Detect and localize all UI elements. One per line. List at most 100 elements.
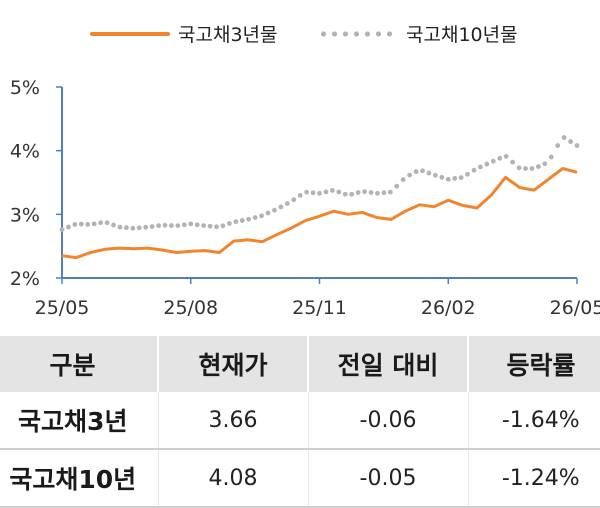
- legend-label-series1: 국고채3년물: [178, 24, 278, 46]
- data-point-10y: [149, 224, 155, 229]
- legend-item-series1: 국고채3년물: [90, 20, 278, 47]
- data-point-10y: [387, 189, 393, 195]
- data-point-10y: [336, 189, 342, 195]
- x-axis: 25/05 25/08 25/11 26/02 26/05: [35, 277, 600, 319]
- data-point-10y: [156, 223, 161, 229]
- data-point-10y: [523, 166, 528, 171]
- data-point-10y: [169, 223, 174, 228]
- data-point-10y: [516, 165, 522, 171]
- row-change-rate: -1.64%: [468, 392, 600, 450]
- data-point-10y: [510, 159, 516, 165]
- y-axis: 5% 4% 3% 2%: [10, 77, 63, 290]
- chart-legend: 국고채3년물 국고채10년물: [0, 14, 600, 54]
- data-point-10y: [233, 219, 239, 224]
- data-point-10y: [342, 191, 348, 197]
- data-point-10y: [574, 143, 580, 148]
- data-point-10y: [548, 154, 554, 160]
- x-tick-label: 25/08: [163, 297, 218, 319]
- chart-series: [59, 135, 580, 260]
- data-point-10y: [413, 169, 419, 175]
- table-header-rate: 등락률: [468, 336, 600, 392]
- data-point-10y: [471, 167, 477, 173]
- data-point-10y: [458, 175, 464, 180]
- data-point-10y: [188, 221, 194, 227]
- data-point-10y: [394, 183, 400, 189]
- data-point-10y: [432, 172, 438, 178]
- data-point-10y: [220, 223, 226, 229]
- data-point-10y: [375, 190, 380, 196]
- table-header-change: 전일 대비: [308, 336, 469, 392]
- data-point-10y: [490, 158, 496, 164]
- series-10y: [59, 135, 580, 233]
- data-point-10y: [568, 139, 573, 144]
- y-tick-label: 3%: [10, 204, 40, 226]
- data-point-10y: [143, 224, 149, 230]
- data-point-10y: [503, 153, 509, 159]
- data-point-10y: [85, 221, 91, 227]
- data-point-10y: [478, 164, 483, 170]
- data-point-10y: [310, 190, 316, 196]
- data-point-10y: [239, 218, 245, 223]
- data-point-10y: [214, 224, 219, 230]
- data-point-10y: [136, 225, 142, 231]
- data-point-10y: [368, 190, 374, 195]
- data-point-10y: [497, 155, 503, 161]
- data-point-10y: [104, 220, 110, 226]
- y-tick-label: 5%: [10, 77, 40, 99]
- data-point-10y: [439, 174, 445, 180]
- data-point-10y: [465, 171, 470, 177]
- data-point-10y: [297, 192, 303, 198]
- table-row: 국고채3년 3.66 -0.06 -1.64%: [0, 392, 600, 450]
- data-point-10y: [278, 204, 284, 210]
- data-point-10y: [420, 168, 425, 174]
- data-point-10y: [207, 223, 213, 229]
- table-header-current: 현재가: [158, 336, 309, 392]
- data-point-10y: [284, 201, 290, 206]
- data-point-10y: [162, 222, 168, 228]
- data-point-10y: [59, 227, 65, 233]
- table-row: 국고채10년 4.08 -0.05 -1.24%: [0, 449, 600, 508]
- data-point-10y: [123, 225, 129, 231]
- data-point-10y: [317, 190, 322, 196]
- data-point-10y: [323, 189, 329, 195]
- legend-label-series2: 국고채10년물: [406, 24, 518, 46]
- data-point-10y: [400, 177, 406, 183]
- data-point-10y: [226, 221, 232, 226]
- data-point-10y: [265, 210, 271, 216]
- data-point-10y: [445, 176, 451, 182]
- series-line-3y: [61, 167, 578, 260]
- legend-item-series2: 국고채10년물: [318, 20, 518, 47]
- y-tick-label: 4%: [10, 141, 40, 163]
- data-point-10y: [252, 215, 258, 220]
- data-point-10y: [561, 135, 567, 140]
- yield-table: 구분 현재가 전일 대비 등락률 국고채3년 3.66 -0.06 -1.64%…: [0, 336, 600, 508]
- data-point-10y: [259, 213, 264, 219]
- data-point-10y: [246, 216, 252, 222]
- data-point-10y: [542, 161, 548, 167]
- data-point-10y: [381, 190, 387, 196]
- data-point-10y: [175, 223, 181, 229]
- data-point-10y: [355, 190, 361, 195]
- row-current-value: 3.66: [158, 392, 309, 450]
- data-point-10y: [130, 225, 136, 231]
- data-point-10y: [535, 164, 541, 169]
- legend-swatch-dotted: [318, 30, 398, 37]
- data-point-10y: [91, 221, 97, 227]
- x-tick-label: 25/05: [35, 297, 90, 319]
- data-point-10y: [291, 197, 297, 203]
- data-point-10y: [117, 224, 123, 230]
- table-header-category: 구분: [0, 336, 159, 392]
- data-point-10y: [78, 221, 84, 227]
- data-point-10y: [66, 224, 71, 230]
- x-tick-label: 25/11: [292, 297, 347, 319]
- row-change-rate: -1.24%: [468, 449, 600, 508]
- data-point-10y: [194, 222, 200, 228]
- data-point-10y: [111, 222, 116, 228]
- x-tick-label: 26/05: [550, 297, 600, 319]
- data-point-10y: [349, 191, 355, 197]
- yield-line-chart: 5% 4% 3% 2% 25/05 25/08 25/11 26/02 26/05: [10, 77, 600, 319]
- data-point-10y: [407, 172, 413, 178]
- data-point-10y: [426, 170, 432, 176]
- data-point-10y: [555, 143, 561, 148]
- data-point-10y: [484, 161, 490, 167]
